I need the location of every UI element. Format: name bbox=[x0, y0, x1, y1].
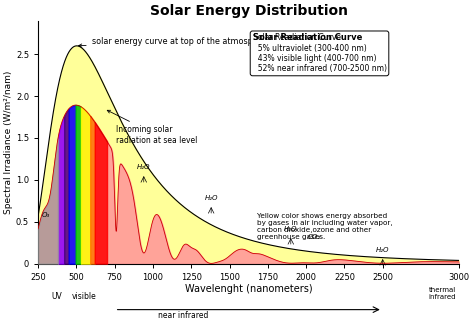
Y-axis label: Spectral Irradiance (W/m²/nam): Spectral Irradiance (W/m²/nam) bbox=[4, 70, 13, 214]
Text: CO₂: CO₂ bbox=[307, 234, 320, 240]
Text: H₂O: H₂O bbox=[204, 195, 218, 201]
Text: H₂O: H₂O bbox=[137, 164, 151, 170]
Text: visible: visible bbox=[72, 292, 96, 301]
Text: Yellow color shows energy absorbed
by gases in air including water vapor,
carbon: Yellow color shows energy absorbed by ga… bbox=[257, 213, 393, 240]
Text: UV: UV bbox=[52, 292, 63, 301]
Text: Solar Readiation Curve: Solar Readiation Curve bbox=[253, 33, 362, 42]
Text: H₂O: H₂O bbox=[376, 247, 390, 253]
Text: H₂O: H₂O bbox=[284, 226, 298, 232]
Text: O₃: O₃ bbox=[42, 212, 50, 217]
Text: solar energy curve at top of the atmosphere: solar energy curve at top of the atmosph… bbox=[79, 37, 271, 47]
Text: near infrared: near infrared bbox=[158, 311, 209, 320]
Text: thermal
infrared: thermal infrared bbox=[428, 287, 456, 300]
X-axis label: Wavelenght (nanometers): Wavelenght (nanometers) bbox=[185, 284, 312, 294]
Text: Solar Readiation Curve
  5% ultraviolet (300-400 nm)
  43% visible light (400-70: Solar Readiation Curve 5% ultraviolet (3… bbox=[253, 33, 386, 73]
Text: Incoming solar
radiation at sea level: Incoming solar radiation at sea level bbox=[107, 110, 198, 145]
Title: Solar Energy Distribution: Solar Energy Distribution bbox=[150, 4, 348, 18]
